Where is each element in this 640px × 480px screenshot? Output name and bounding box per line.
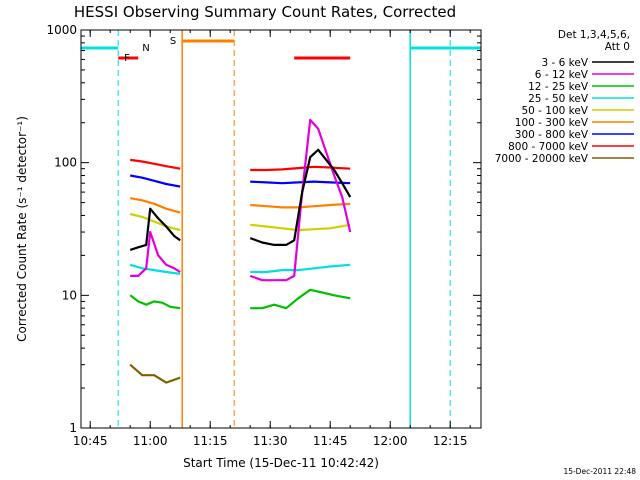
series-12-25-kev-seg-0 [129, 294, 181, 310]
flag-letter-s: S [170, 36, 176, 47]
series-300-800-kev-seg-1 [250, 180, 351, 185]
x-tick-label-1: 11:00 [133, 434, 168, 448]
timestamp: 15-Dec-2011 22:48 [563, 467, 636, 476]
plot-frame [80, 29, 482, 429]
axes [80, 29, 482, 429]
legend-label-800-7000-kev: 800 - 7000 keV [508, 141, 589, 153]
legend-label-100-300-kev: 100 - 300 keV [515, 117, 589, 129]
series-lines [129, 118, 352, 384]
series-50-100-kev-seg-0 [129, 212, 181, 232]
series-7000-20000-kev-seg-0 [129, 363, 181, 384]
y-axis-label: Corrected Count Rate (s⁻¹ detector⁻¹) [15, 116, 29, 342]
series-25-50-kev-seg-0 [129, 263, 181, 275]
legend-label-3-6-kev: 3 - 6 keV [541, 57, 588, 69]
legend-header-line2: Att 0 [605, 41, 630, 53]
legend-label-300-800-kev: 300 - 800 keV [515, 129, 589, 141]
y-tick-label-3: 1000 [46, 23, 77, 37]
legend-label-6-12-kev: 6 - 12 keV [535, 69, 589, 81]
series-100-300-kev-seg-1 [250, 202, 351, 209]
x-tick-label-6: 12:15 [433, 434, 468, 448]
y-axis-ticks: 1 10 100 1000 [46, 23, 481, 435]
x-tick-label-5: 12:00 [373, 434, 408, 448]
x-tick-label-3: 11:30 [253, 434, 288, 448]
series-3-6-kev-seg-0 [129, 207, 181, 251]
flag-bars: F N S [81, 30, 481, 428]
series-6-12-kev-seg-0 [130, 230, 181, 277]
series-300-800-kev-seg-0 [130, 174, 181, 188]
series-800-7000-kev-seg-1 [250, 165, 351, 172]
chart-title: HESSI Observing Summary Count Rates, Cor… [74, 3, 456, 21]
flag-letter-n: N [142, 43, 149, 54]
x-tick-label-2: 11:15 [193, 434, 228, 448]
series-3-6-kev-seg-1 [249, 148, 352, 246]
x-tick-label-0: 10:45 [73, 434, 108, 448]
series-50-100-kev-seg-1 [250, 223, 351, 232]
x-axis-label: Start Time (15-Dec-11 10:42:42) [183, 456, 379, 470]
legend-label-7000-20000-kev: 7000 - 20000 keV [495, 153, 589, 165]
series-25-50-kev-seg-1 [250, 263, 351, 274]
legend-label-25-50-kev: 25 - 50 keV [528, 93, 589, 105]
legend-header-line1: Det 1,3,4,5,6, [558, 29, 630, 41]
y-tick-label-2: 100 [54, 156, 77, 170]
y-tick-label-1: 10 [62, 288, 77, 302]
x-tick-label-4: 11:45 [313, 434, 348, 448]
y-tick-label-0: 1 [69, 421, 77, 435]
series-800-7000-kev-seg-0 [130, 158, 181, 170]
x-axis-ticks: 10:45 11:00 11:15 11:30 11:45 12:00 12:15 [73, 30, 471, 448]
series-12-25-kev-seg-1 [250, 288, 351, 310]
legend-label-12-25-kev: 12 - 25 keV [528, 81, 589, 93]
series-6-12-kev-seg-1 [249, 118, 352, 282]
flag-letter-f: F [124, 53, 130, 64]
legend-label-50-100-kev: 50 - 100 keV [521, 105, 588, 117]
series-100-300-kev-seg-0 [130, 197, 181, 214]
